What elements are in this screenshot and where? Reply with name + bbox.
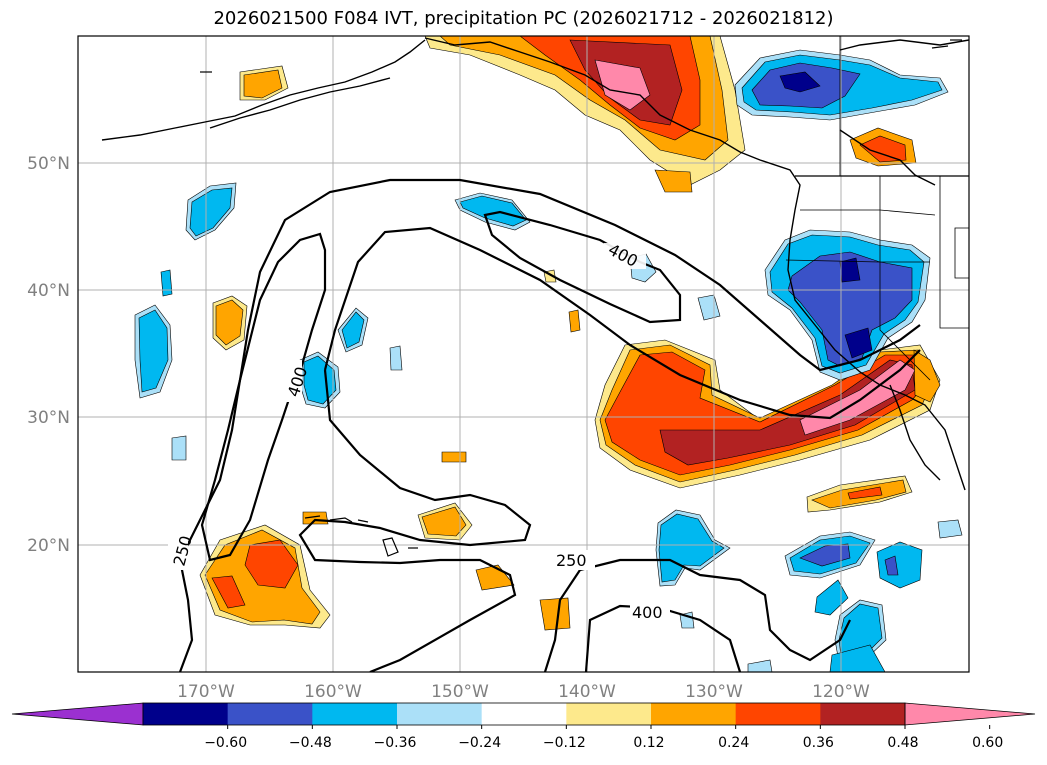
lat-label: 50°N	[27, 154, 70, 174]
precip-positive-region	[568, 309, 581, 333]
lon-label: 140°W	[558, 682, 616, 702]
ivt-contour-250	[178, 178, 921, 672]
map-title: 2026021500 F084 IVT, precipitation PC (2…	[213, 8, 834, 29]
precip-negative-region	[779, 71, 821, 93]
precip-negative-region	[799, 543, 851, 567]
colorbar-segment	[227, 703, 313, 725]
precip-negative-region	[829, 644, 886, 672]
ivt-contour-250	[298, 369, 532, 672]
colorbar-tick-label: 0.48	[887, 735, 918, 751]
precip-negative-region	[341, 311, 365, 349]
precip-negative-region	[389, 345, 403, 371]
precip-positive-region	[211, 575, 246, 609]
state-boundaries	[785, 36, 969, 381]
precip-positive-region	[243, 69, 283, 99]
precip-negative-region	[171, 435, 187, 461]
colorbar-frame	[142, 702, 906, 726]
contour-label: 250	[556, 551, 587, 570]
colorbar-tick-label: 0.12	[633, 735, 664, 751]
precip-positive-region	[475, 564, 515, 591]
colorbar-segment	[397, 703, 483, 725]
colorbar-segments	[11, 702, 1036, 726]
precip-positive-region	[421, 506, 467, 537]
precip-positive-region	[594, 59, 651, 111]
lon-label: 130°W	[685, 682, 743, 702]
colorbar-tick-label: 0.36	[803, 735, 834, 751]
precip-negative-region	[459, 195, 527, 227]
precip-positive-region	[859, 135, 907, 163]
lon-label: 170°W	[177, 682, 235, 702]
colorbar-extend-min	[11, 702, 144, 726]
islands	[200, 39, 962, 557]
precip-positive-region	[799, 359, 916, 436]
precip-negative-region	[937, 519, 963, 539]
lon-label: 150°W	[431, 682, 489, 702]
contour-labels: 250 400 400 250 400	[168, 240, 670, 622]
precip-positive-region	[654, 169, 693, 193]
colorbar-tick-label: 0.60	[972, 735, 1003, 751]
ivt-contour-400	[483, 210, 682, 324]
lat-label: 30°N	[27, 408, 70, 428]
precip-negative-region	[160, 269, 173, 297]
colorbar-tick-label: 0.24	[718, 735, 749, 751]
precip-negative-region	[884, 555, 899, 576]
contour-label: 400	[632, 603, 663, 622]
colorbar-segment	[143, 703, 229, 725]
precip-positive-region	[659, 359, 916, 466]
ivt-contour-250	[323, 226, 921, 420]
precip-positive-region	[244, 539, 299, 589]
precip-filled-regions	[134, 36, 963, 672]
ivt-contour-400	[200, 232, 327, 562]
precip-positive-region	[913, 349, 941, 403]
longitude-labels: 170°W 160°W 150°W 140°W 130°W 120°W	[177, 682, 870, 702]
precip-negative-region	[787, 251, 913, 367]
lat-label: 40°N	[27, 281, 70, 301]
colorbar-segment	[651, 703, 737, 725]
colorbar-tick-label: −0.36	[374, 735, 417, 751]
colorbar-segment	[566, 703, 652, 725]
precip-negative-region	[658, 513, 725, 583]
colorbar-tick-label: −0.48	[289, 735, 332, 751]
colorbar-tick-label: −0.12	[543, 735, 586, 751]
colorbar-tick-label: −0.24	[458, 735, 501, 751]
lon-label: 160°W	[304, 682, 362, 702]
coastlines	[101, 37, 969, 491]
colorbar-segment	[312, 703, 398, 725]
map-frame	[77, 35, 970, 673]
colorbar-segment	[820, 703, 906, 725]
precip-negative-region	[844, 327, 873, 359]
precip-negative-region	[838, 603, 883, 665]
precip-positive-region	[441, 451, 467, 463]
precip-positive-region	[215, 299, 244, 346]
precip-positive-region	[539, 597, 571, 631]
colorbar: −0.60 −0.48 −0.36 −0.24 −0.12 0.12 0.24 0.36 0.4…	[11, 702, 1036, 751]
colorbar-ticks: −0.60 −0.48 −0.36 −0.24 −0.12 0.12 0.24 0.36 0.4…	[204, 725, 1003, 751]
ivt-contour-250	[543, 558, 851, 672]
precip-negative-region	[814, 579, 849, 616]
precip-negative-region	[876, 541, 923, 589]
precip-negative-region	[747, 659, 773, 672]
colorbar-extend-max	[904, 702, 1036, 726]
precip-positive-region	[847, 486, 883, 500]
latitude-labels: 50°N 40°N 30°N 20°N	[27, 154, 70, 556]
colorbar-segment	[735, 703, 821, 725]
precip-negative-region	[189, 187, 233, 237]
colorbar-tick-label: −0.60	[204, 735, 247, 751]
precip-negative-region	[138, 309, 169, 393]
lat-label: 20°N	[27, 536, 70, 556]
lon-label: 120°W	[812, 682, 870, 702]
colorbar-segment	[481, 703, 567, 725]
